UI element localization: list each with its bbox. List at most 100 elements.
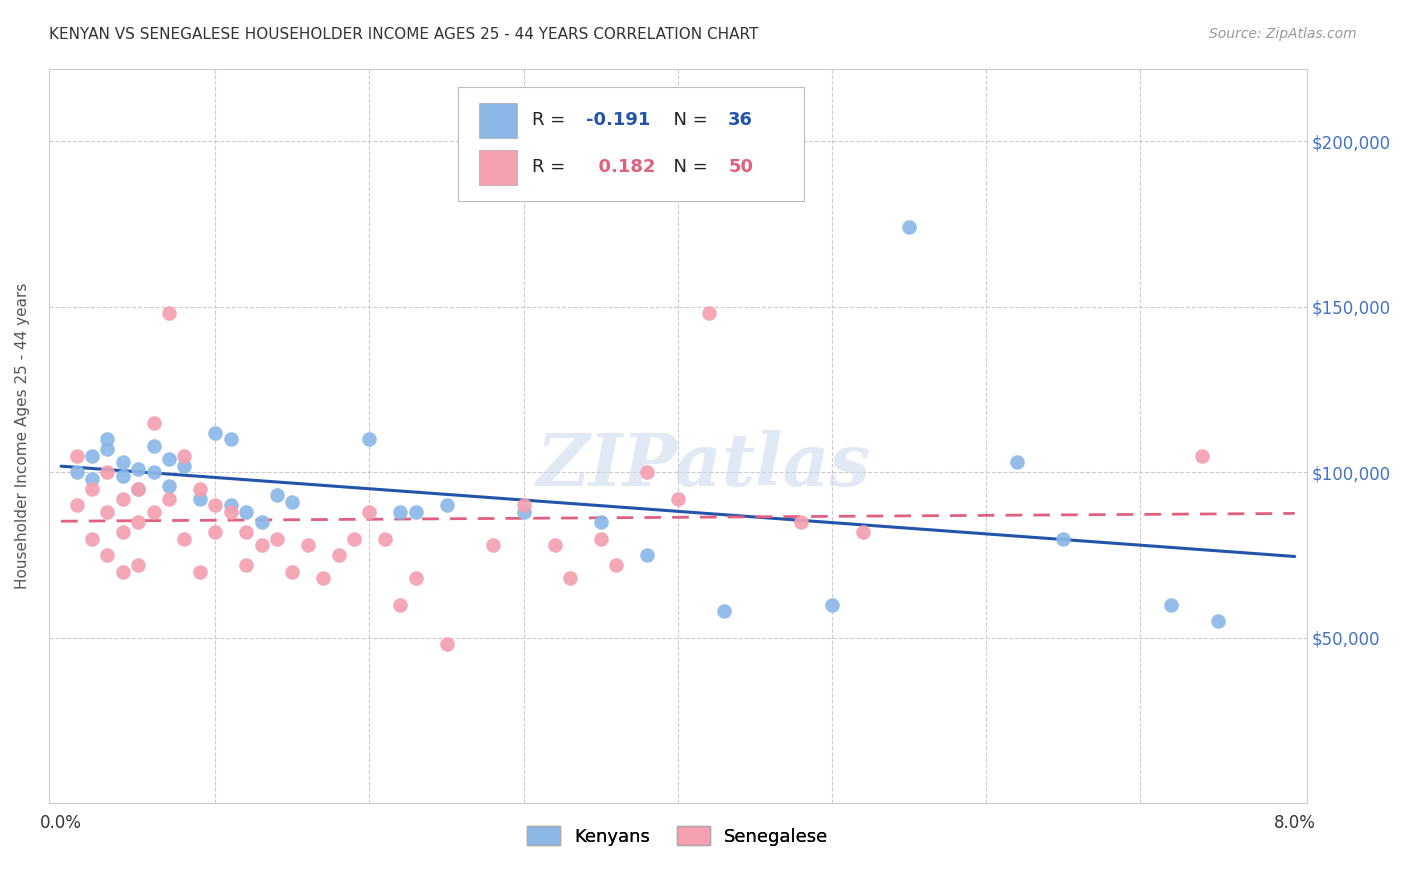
Point bbox=[65, 465, 87, 479]
Text: ZIPatlas: ZIPatlas bbox=[536, 430, 870, 500]
Point bbox=[96, 465, 118, 479]
Point bbox=[111, 491, 134, 506]
Point bbox=[374, 532, 396, 546]
Point bbox=[219, 432, 242, 446]
Point bbox=[188, 482, 211, 496]
Point bbox=[343, 532, 366, 546]
Point bbox=[328, 548, 350, 562]
FancyBboxPatch shape bbox=[479, 150, 517, 185]
Point bbox=[188, 491, 211, 506]
Point bbox=[389, 598, 412, 612]
Point bbox=[188, 565, 211, 579]
Point bbox=[173, 449, 195, 463]
Point bbox=[312, 571, 335, 585]
Point bbox=[266, 532, 288, 546]
Point bbox=[80, 449, 103, 463]
Text: N =: N = bbox=[662, 112, 713, 129]
Point bbox=[589, 515, 612, 529]
Point bbox=[281, 495, 304, 509]
Point bbox=[142, 416, 165, 430]
Point bbox=[96, 432, 118, 446]
Point bbox=[127, 462, 149, 476]
Point bbox=[127, 482, 149, 496]
Point bbox=[281, 565, 304, 579]
Text: R =: R = bbox=[531, 112, 571, 129]
Point bbox=[297, 538, 319, 552]
Point bbox=[1005, 455, 1028, 469]
Point bbox=[127, 558, 149, 572]
Point bbox=[852, 524, 875, 539]
Point bbox=[111, 565, 134, 579]
Point bbox=[1160, 598, 1182, 612]
Point bbox=[65, 449, 87, 463]
Point bbox=[790, 515, 813, 529]
Point bbox=[605, 558, 627, 572]
Point bbox=[127, 515, 149, 529]
Point bbox=[235, 524, 257, 539]
Point bbox=[80, 532, 103, 546]
Point bbox=[235, 505, 257, 519]
Point bbox=[821, 598, 844, 612]
Point bbox=[589, 532, 612, 546]
Point bbox=[235, 558, 257, 572]
Y-axis label: Householder Income Ages 25 - 44 years: Householder Income Ages 25 - 44 years bbox=[15, 283, 30, 589]
Point bbox=[204, 425, 226, 440]
Point bbox=[127, 482, 149, 496]
Point bbox=[142, 505, 165, 519]
Point bbox=[543, 538, 565, 552]
Point bbox=[96, 548, 118, 562]
Text: R =: R = bbox=[531, 158, 571, 177]
Point bbox=[389, 505, 412, 519]
Point bbox=[204, 524, 226, 539]
Point bbox=[142, 465, 165, 479]
Text: 36: 36 bbox=[728, 112, 754, 129]
Point bbox=[1052, 532, 1074, 546]
Point bbox=[250, 538, 273, 552]
Point bbox=[697, 306, 720, 320]
Point bbox=[96, 505, 118, 519]
Point bbox=[219, 499, 242, 513]
Point bbox=[266, 488, 288, 502]
Point bbox=[80, 472, 103, 486]
Point bbox=[80, 482, 103, 496]
Point bbox=[250, 515, 273, 529]
Point bbox=[512, 505, 534, 519]
FancyBboxPatch shape bbox=[458, 87, 804, 201]
Text: N =: N = bbox=[662, 158, 713, 177]
Point bbox=[666, 491, 689, 506]
Point bbox=[65, 499, 87, 513]
Text: Source: ZipAtlas.com: Source: ZipAtlas.com bbox=[1209, 27, 1357, 41]
Point bbox=[111, 468, 134, 483]
Point bbox=[173, 532, 195, 546]
Point bbox=[157, 306, 180, 320]
Point bbox=[898, 220, 921, 235]
Point bbox=[111, 524, 134, 539]
Point bbox=[1206, 614, 1229, 628]
Point bbox=[142, 439, 165, 453]
Point bbox=[405, 505, 427, 519]
Point bbox=[157, 491, 180, 506]
Point bbox=[558, 571, 581, 585]
Point bbox=[157, 478, 180, 492]
Point bbox=[204, 499, 226, 513]
Point bbox=[111, 455, 134, 469]
Point bbox=[436, 637, 458, 651]
Point bbox=[359, 432, 381, 446]
Point bbox=[96, 442, 118, 457]
Point bbox=[436, 499, 458, 513]
Point bbox=[636, 548, 658, 562]
Point bbox=[157, 452, 180, 467]
Text: 0.182: 0.182 bbox=[586, 158, 655, 177]
Text: KENYAN VS SENEGALESE HOUSEHOLDER INCOME AGES 25 - 44 YEARS CORRELATION CHART: KENYAN VS SENEGALESE HOUSEHOLDER INCOME … bbox=[49, 27, 759, 42]
Text: 50: 50 bbox=[728, 158, 754, 177]
Point bbox=[1191, 449, 1213, 463]
Point bbox=[713, 604, 735, 618]
Point bbox=[219, 505, 242, 519]
Point bbox=[512, 499, 534, 513]
Point bbox=[405, 571, 427, 585]
Legend: Kenyans, Senegalese: Kenyans, Senegalese bbox=[520, 819, 835, 853]
Point bbox=[173, 458, 195, 473]
Point bbox=[482, 538, 505, 552]
Point bbox=[359, 505, 381, 519]
Point bbox=[636, 465, 658, 479]
